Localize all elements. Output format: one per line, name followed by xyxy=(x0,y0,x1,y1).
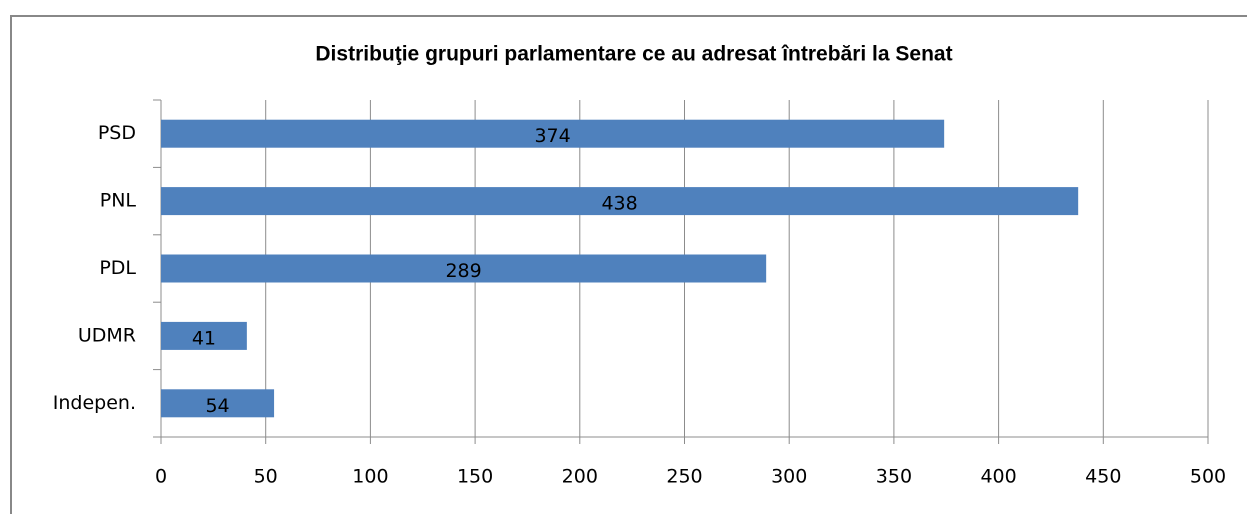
x-tick-label: 350 xyxy=(876,466,912,488)
bar xyxy=(161,389,275,418)
data-label: 438 xyxy=(601,193,637,215)
y-tick-label: PSD xyxy=(98,122,136,144)
x-tick-label: 500 xyxy=(1190,466,1226,488)
x-tick-label: 400 xyxy=(980,466,1016,488)
y-tick-label: Indepen. xyxy=(53,392,136,414)
bar xyxy=(161,119,945,148)
x-tick-label: 450 xyxy=(1085,466,1121,488)
y-tick-label: UDMR xyxy=(78,324,136,346)
data-label: 41 xyxy=(192,327,216,349)
x-tick-label: 200 xyxy=(562,466,598,488)
bar xyxy=(161,187,1079,216)
x-tick-label: 250 xyxy=(666,466,702,488)
bar xyxy=(161,321,247,350)
chart-title: Distribuţie grupuri parlamentare ce au a… xyxy=(315,43,952,66)
x-tick-label: 0 xyxy=(155,466,167,488)
y-tick-label: PNL xyxy=(100,190,137,212)
data-label: 289 xyxy=(445,260,481,282)
y-tick-label: PDL xyxy=(99,257,136,279)
x-tick-label: 150 xyxy=(457,466,493,488)
x-tick-label: 300 xyxy=(771,466,807,488)
bar xyxy=(161,254,767,283)
x-tick-label: 50 xyxy=(254,466,278,488)
data-label: 374 xyxy=(534,125,570,147)
data-label: 54 xyxy=(205,395,229,417)
x-tick-label: 100 xyxy=(352,466,388,488)
